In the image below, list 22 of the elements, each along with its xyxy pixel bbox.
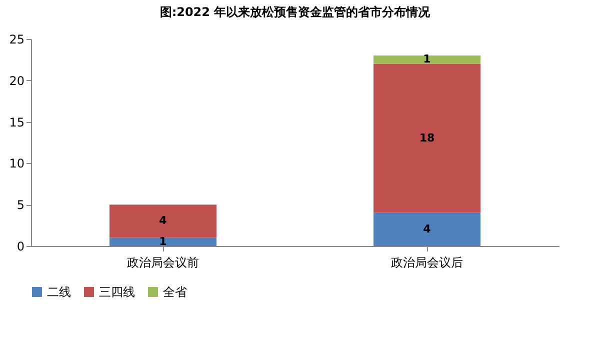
chart-title: 图:2022 年以来放松预售资金监管的省市分布情况 xyxy=(160,5,432,19)
y-tick-label: 0 xyxy=(16,240,24,254)
x-tick-label: 政治局会议前 xyxy=(127,256,199,270)
data-label: 4 xyxy=(159,214,168,228)
legend-label: 二线 xyxy=(47,285,71,299)
data-label: 1 xyxy=(423,52,431,66)
legend-label: 全省 xyxy=(163,285,187,299)
legend-label: 三四线 xyxy=(99,285,135,299)
data-label: 18 xyxy=(419,131,435,144)
y-tick-label: 25 xyxy=(9,32,24,46)
bar xyxy=(110,238,216,246)
bar xyxy=(110,204,216,238)
y-tick-label: 10 xyxy=(9,156,24,171)
y-tick-label: 15 xyxy=(9,115,24,130)
y-tick-label: 5 xyxy=(16,198,24,212)
bar xyxy=(374,212,480,246)
data-label: 4 xyxy=(423,222,432,236)
y-tick-label: 20 xyxy=(9,74,24,88)
data-label: 1 xyxy=(159,234,167,248)
x-tick-label: 政治局会议后 xyxy=(391,256,463,270)
bar xyxy=(374,56,480,64)
bar xyxy=(374,64,480,213)
